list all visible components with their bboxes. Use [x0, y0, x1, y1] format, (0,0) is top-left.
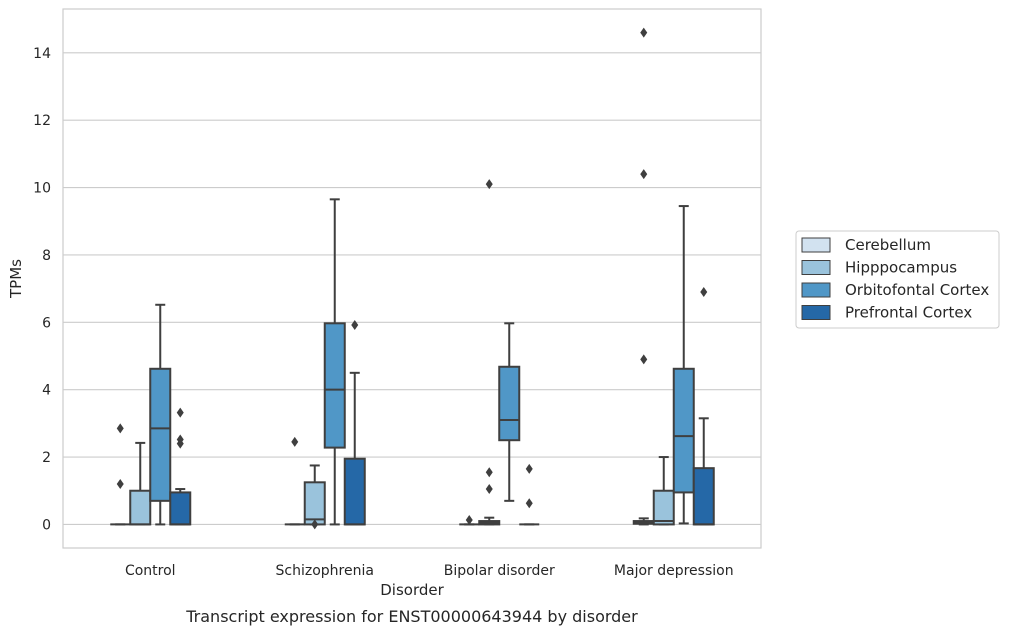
box-0-3 [169, 407, 192, 526]
x-axis-title: Disorder [380, 581, 444, 599]
y-tick-label: 6 [42, 315, 51, 331]
box-3-3 [692, 286, 715, 526]
legend: Cerebellum Hipppocampus Orbitofontal Corte… [795, 230, 1000, 329]
legend-swatch [801, 237, 831, 253]
x-tick-label: Control [125, 563, 176, 579]
box-0-1 [129, 441, 152, 526]
box-2-0 [459, 515, 480, 526]
legend-swatch [801, 305, 831, 320]
box-body [672, 367, 695, 494]
box-body [303, 481, 326, 526]
x-tick-labels: Control Schizophrenia Bipolar disorder Majo… [125, 563, 734, 579]
legend-swatch [801, 260, 831, 275]
grid-lines [63, 52, 761, 526]
outlier-point [700, 286, 708, 297]
box-body [498, 365, 521, 442]
y-tick-labels: 0 2 4 6 8 10 12 14 [33, 46, 51, 534]
box-body [652, 489, 675, 526]
box-body [323, 322, 346, 449]
legend-frame [795, 230, 1000, 329]
outlier-point [116, 478, 124, 489]
y-axis-title: TPMs [7, 259, 25, 299]
box-body [149, 367, 172, 502]
outlier-point [176, 407, 184, 418]
y-tick-label: 2 [42, 450, 51, 466]
outlier-point [351, 319, 359, 330]
y-tick-label: 4 [42, 383, 51, 399]
box-1-0 [284, 436, 305, 526]
x-tick-label: Schizophrenia [276, 563, 374, 579]
legend-label: Prefrontal Cortex [845, 304, 972, 322]
legend-label: Hipppocampus [845, 259, 957, 277]
box-2-1 [478, 179, 501, 526]
outlier-point [640, 169, 648, 180]
outlier-point [465, 515, 473, 526]
outlier-point [525, 463, 533, 474]
plot-marks [110, 27, 715, 530]
box-2-2 [498, 322, 521, 502]
outlier-point [176, 434, 184, 445]
outlier-point [311, 519, 319, 530]
box-body [169, 491, 192, 526]
y-tick-label: 8 [42, 248, 51, 264]
box-0-2 [149, 303, 172, 526]
outlier-point [485, 467, 493, 478]
box-0-0 [110, 423, 131, 526]
x-tick-label: Major depression [614, 563, 734, 579]
box-3-0 [632, 27, 655, 526]
outlier-point [485, 179, 493, 190]
x-tick-label: Bipolar disorder [444, 563, 555, 579]
y-tick-label: 10 [33, 181, 51, 197]
legend-swatch [801, 282, 831, 298]
box-1-2 [323, 198, 346, 526]
outlier-point [116, 423, 124, 434]
plot-frame [62, 8, 762, 549]
y-tick-label: 0 [42, 517, 51, 533]
outlier-point [485, 484, 493, 495]
legend-label: Orbitofontal Cortex [845, 281, 989, 299]
y-tick-label: 14 [33, 46, 51, 62]
box-body [129, 489, 152, 526]
outlier-point [291, 436, 299, 447]
box-body [343, 457, 366, 526]
y-tick-label: 12 [33, 113, 51, 129]
box-1-1 [303, 464, 326, 530]
box-3-1 [652, 456, 675, 526]
box-3-2 [672, 205, 695, 525]
chart-caption: Transcript expression for ENST0000064394… [185, 607, 638, 626]
box-body [692, 467, 715, 526]
legend-label: Cerebellum [845, 236, 931, 254]
box-1-3 [343, 319, 366, 526]
outlier-point [640, 354, 648, 365]
outlier-point [640, 27, 648, 38]
outlier-point [525, 498, 533, 509]
box-2-3 [519, 463, 540, 526]
